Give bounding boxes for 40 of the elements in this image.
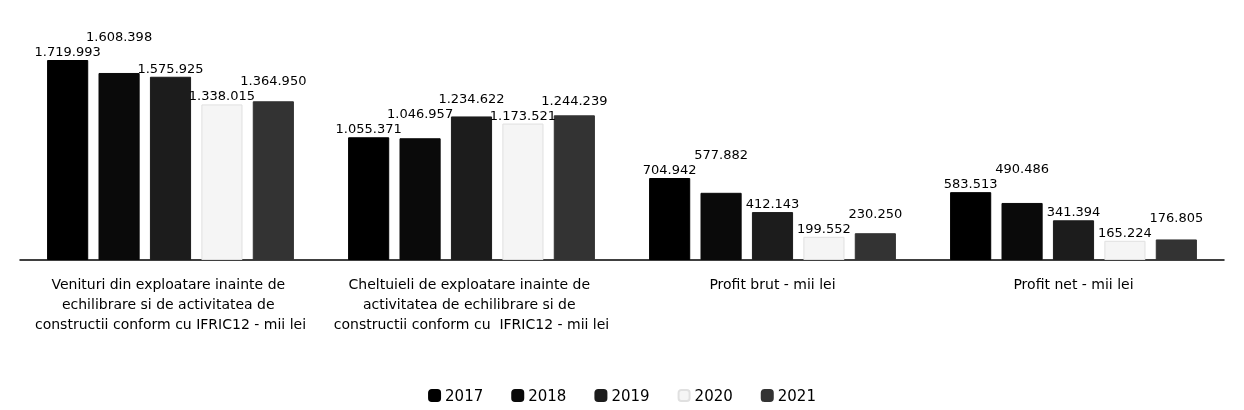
bar [854, 233, 896, 260]
bar [450, 116, 493, 260]
legend-label: 2018 [528, 386, 567, 405]
x-tick-label: Cheltuieli de exploatare inainte de activitatea de echilibrare si de constructii conform cu IFRIC12 - mii lei [333, 276, 610, 332]
data-label: 490.486 [995, 161, 1049, 177]
bar [149, 76, 192, 260]
bar [803, 236, 845, 260]
legend-label: 2021 [777, 386, 816, 405]
data-label: 583.513 [943, 176, 998, 192]
data-label: 412.143 [745, 196, 800, 212]
data-label: 1.719.993 [34, 44, 101, 59]
bar [1052, 220, 1095, 260]
data-label: 1.046.957 [386, 106, 454, 122]
x-tick-label: Profit net - mii lei [1013, 276, 1134, 292]
data-label: 1.234.622 [438, 91, 505, 107]
x-tick-label: Venituri din exploatare inainte de echilibrare si de activitatea de constructii conform cu IFRIC12 - mii lei [34, 276, 307, 332]
data-label: 341.394 [1046, 204, 1101, 220]
bar [1104, 240, 1146, 260]
bar [502, 123, 544, 260]
data-label: 1.575.925 [137, 60, 204, 76]
legend-label: 2020 [694, 386, 733, 405]
bar [553, 115, 595, 260]
data-label: 199.552 [797, 220, 851, 236]
bar [751, 212, 794, 260]
legend-label: 2017 [445, 386, 484, 405]
data-label: 1.364.950 [240, 73, 307, 89]
data-label: 1.244.239 [541, 92, 608, 108]
data-label: 230.250 [848, 205, 903, 221]
data-label: 176.805 [1149, 209, 1204, 225]
data-label: 165.224 [1098, 224, 1152, 240]
data-label: 1.173.521 [489, 107, 557, 123]
legend-label: 2019 [611, 386, 650, 405]
bar [201, 104, 243, 260]
bar [1155, 239, 1197, 260]
data-label: 704.942 [642, 162, 697, 178]
data-label: 1.608.398 [85, 29, 153, 44]
x-tick-label: Profit brut - mii lei [709, 276, 836, 292]
data-label: 1.055.371 [335, 121, 402, 137]
bar [252, 101, 294, 260]
data-label: 577.882 [694, 147, 748, 163]
